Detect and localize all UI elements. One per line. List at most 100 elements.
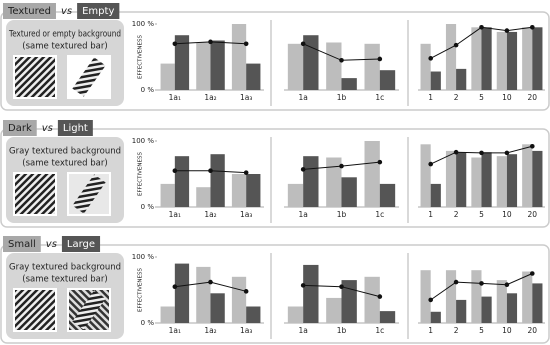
bar — [445, 150, 457, 207]
bar — [210, 154, 225, 207]
point — [530, 143, 535, 149]
x-tick-label: 10 — [502, 93, 512, 102]
bar — [160, 183, 175, 207]
header-b: Light — [63, 123, 88, 134]
x-tick-label: 1a₂ — [204, 210, 216, 219]
y-tick-label: 0 % — [141, 203, 155, 211]
header-b-bg — [57, 120, 93, 136]
bar — [287, 43, 304, 90]
header-a-bg — [3, 120, 37, 136]
bar — [246, 63, 261, 90]
x-tick-label: 1c — [375, 93, 384, 102]
bar — [506, 154, 518, 207]
thumbnail-bar — [72, 57, 106, 97]
bar — [160, 63, 175, 90]
x-tick-label: 1 — [428, 93, 433, 102]
bar — [174, 35, 190, 90]
point — [172, 41, 178, 47]
x-tick-label: 1c — [375, 210, 384, 219]
bar — [364, 141, 380, 207]
row-frame — [0, 128, 550, 228]
header-a: Small — [8, 239, 36, 250]
bar — [532, 150, 543, 207]
point — [172, 284, 178, 290]
point — [208, 279, 213, 285]
bar — [303, 264, 319, 323]
panel-title: Gray textured background — [9, 263, 121, 273]
bar — [481, 296, 492, 323]
header-b-bg — [61, 236, 101, 252]
panel-subtitle: (same textured bar) — [22, 275, 107, 285]
point — [530, 25, 535, 30]
bar — [196, 187, 211, 207]
y-tick-label: 0 % — [141, 86, 155, 94]
bar — [326, 297, 342, 323]
header-vs: vs — [61, 6, 72, 17]
bar — [231, 174, 247, 207]
point — [208, 168, 213, 173]
x-tick-label: 1 — [428, 326, 433, 335]
bar — [210, 40, 225, 90]
bar — [303, 156, 319, 207]
x-tick-label: 1a₁ — [169, 93, 181, 102]
bar — [430, 311, 441, 323]
x-tick-label: 1a₃ — [240, 93, 252, 102]
x-tick-label: 1b — [337, 93, 347, 102]
x-tick-label: 1a₁ — [169, 326, 181, 335]
point — [453, 42, 459, 48]
bar — [246, 174, 261, 207]
point — [243, 289, 249, 294]
panel-title: Textured or empty background — [8, 30, 121, 40]
header-a: Dark — [8, 123, 32, 134]
x-tick-label: 1a₂ — [204, 326, 216, 335]
bar — [481, 152, 492, 207]
y-tick-label: 0 % — [141, 319, 155, 327]
y-axis-label: EFFECTIVENESS — [138, 152, 144, 196]
bar — [445, 24, 457, 90]
x-tick-label: 10 — [502, 210, 512, 219]
bar — [496, 280, 507, 323]
point — [339, 284, 344, 290]
point — [300, 167, 306, 172]
x-tick-label: 1b — [337, 210, 347, 219]
bar — [364, 43, 380, 90]
x-tick-label: 20 — [528, 210, 538, 219]
y-tick-label: 100 % — [132, 253, 155, 261]
bar — [379, 183, 396, 207]
bar — [287, 306, 304, 323]
bar — [246, 306, 261, 323]
x-tick-label: 1c — [375, 326, 384, 335]
point — [208, 39, 213, 45]
bar — [430, 71, 441, 90]
point — [453, 279, 459, 285]
panel-subtitle: (same textured bar) — [22, 159, 107, 169]
point — [428, 56, 434, 61]
x-tick-label: 1a₁ — [169, 210, 181, 219]
bar — [379, 70, 396, 90]
bar — [522, 27, 533, 90]
bar — [196, 42, 211, 90]
bar — [456, 152, 467, 207]
point — [172, 168, 178, 173]
bar — [287, 183, 304, 207]
point — [300, 283, 306, 288]
bar — [506, 31, 518, 91]
row-frame — [0, 244, 550, 344]
bar — [471, 270, 482, 323]
thumbnail — [13, 55, 57, 99]
thumbnail-bar — [72, 174, 106, 214]
y-tick-label: 100 % — [132, 20, 155, 28]
point — [479, 25, 484, 30]
header-b: Empty — [82, 6, 114, 17]
bar — [231, 24, 247, 90]
thumbnail — [13, 172, 57, 216]
bar — [532, 283, 543, 323]
bar — [160, 306, 175, 323]
header-a-bg — [3, 236, 41, 252]
bar — [522, 271, 533, 323]
point — [479, 281, 484, 286]
thumbnail-bar — [72, 290, 106, 330]
x-tick-label: 1a₂ — [204, 93, 216, 102]
bar — [174, 156, 190, 207]
